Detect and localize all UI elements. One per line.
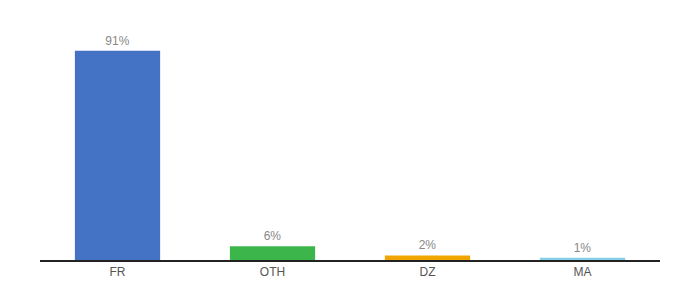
svg-text:91%: 91% <box>105 34 129 48</box>
svg-text:2%: 2% <box>419 238 437 252</box>
svg-text:OTH: OTH <box>260 265 285 279</box>
svg-text:FR: FR <box>110 265 126 279</box>
svg-text:MA: MA <box>574 265 592 279</box>
svg-text:DZ: DZ <box>420 265 436 279</box>
svg-text:1%: 1% <box>574 241 592 255</box>
svg-text:6%: 6% <box>264 229 282 243</box>
